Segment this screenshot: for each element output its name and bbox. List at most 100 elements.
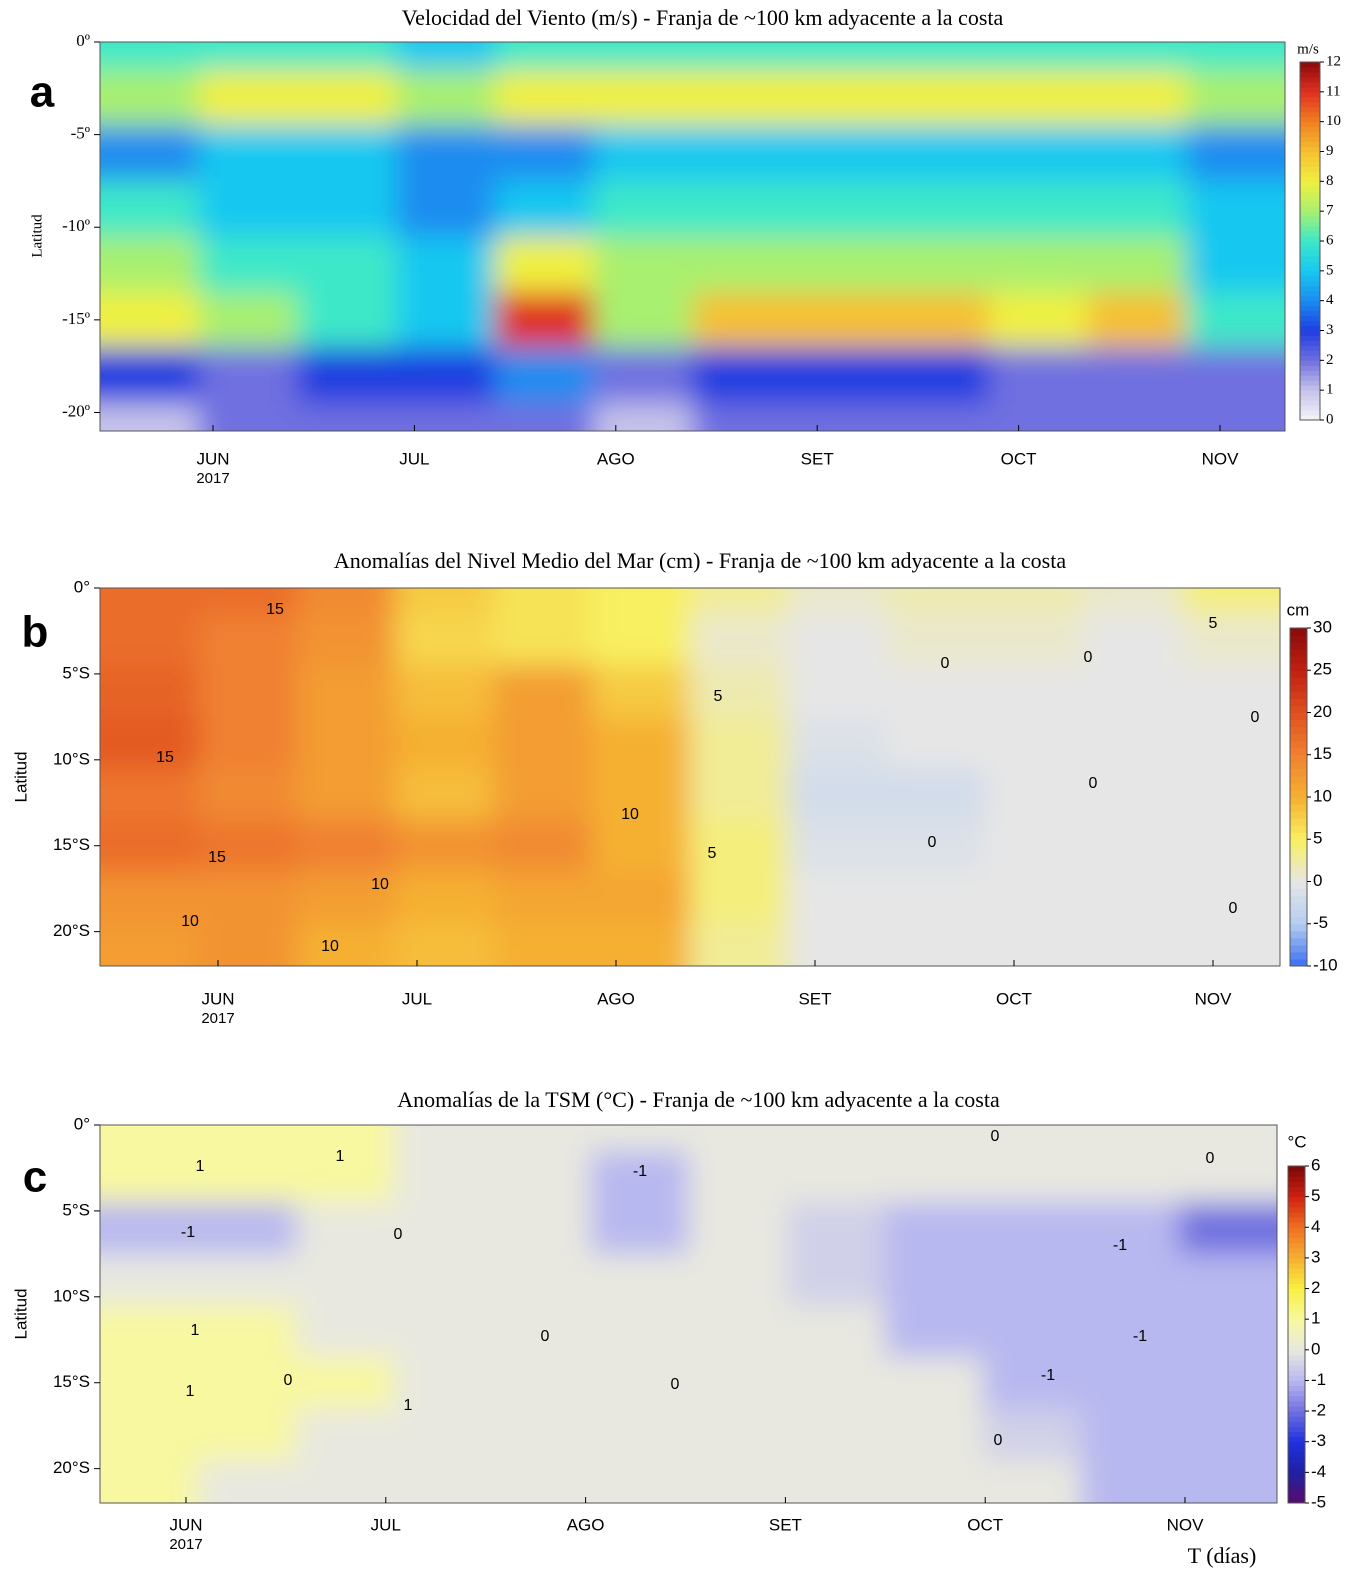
heat-cell — [1083, 819, 1183, 872]
colorbar-step — [1288, 1308, 1305, 1315]
heat-cell — [198, 347, 298, 404]
colorbar-step — [1288, 1257, 1305, 1264]
colorbar-step — [1290, 839, 1307, 847]
colorbar-step — [1290, 747, 1307, 756]
heat-cell — [690, 665, 789, 718]
heat-cell — [890, 125, 990, 182]
heat-cell — [198, 1125, 297, 1152]
heat-cell — [493, 613, 593, 666]
heat-cell — [297, 403, 397, 431]
colorbar-step — [1290, 775, 1307, 784]
colorbar-tick-label: 25 — [1313, 660, 1332, 679]
heat-cell — [1186, 347, 1285, 404]
heat-cell — [590, 1202, 689, 1255]
heat-cell — [1181, 871, 1280, 924]
heat-cell — [296, 923, 396, 966]
x-tick-label: JUN — [196, 449, 229, 468]
colorbar-step — [1288, 1339, 1305, 1346]
colorbar-step — [1290, 902, 1307, 911]
colorbar-step — [1288, 1472, 1305, 1478]
colorbar-step — [1300, 96, 1320, 103]
heat-cell — [1186, 42, 1285, 71]
heat-cell — [493, 768, 593, 821]
heat-cell — [788, 613, 888, 666]
colorbar-step — [1290, 733, 1307, 742]
colorbar-step — [1300, 201, 1320, 207]
heat-cell — [1080, 1408, 1180, 1461]
colorbar-step — [1288, 1293, 1305, 1300]
x-tick-label: AGO — [597, 449, 635, 468]
heat-cell — [786, 1125, 886, 1152]
colorbar-tick-label: 1 — [1311, 1309, 1320, 1328]
y-tick-label: 15°S — [53, 835, 90, 854]
colorbar-step — [1288, 1482, 1305, 1489]
heat-cell — [985, 665, 1084, 718]
heat-cell — [884, 1408, 984, 1461]
colorbar-step — [1300, 375, 1320, 381]
colorbar-step — [1288, 1436, 1305, 1443]
heat-cell — [590, 1408, 689, 1461]
colorbar-tick-label: -2 — [1311, 1401, 1326, 1420]
colorbar-step — [1288, 1421, 1305, 1427]
colorbar-step — [1290, 832, 1307, 840]
contour-label: 10 — [321, 938, 339, 955]
heat-cell — [394, 1460, 493, 1503]
colorbar-step — [1290, 881, 1307, 890]
heat-cell — [692, 69, 792, 126]
heat-cell — [396, 403, 496, 431]
heat-cell — [394, 1408, 493, 1461]
heat-cell — [688, 1408, 788, 1461]
heat-cell — [492, 1408, 591, 1461]
colorbar-step — [1288, 1314, 1305, 1320]
heat-cell — [886, 716, 986, 769]
heat-cell — [198, 1253, 297, 1306]
colorbar-step — [1288, 1497, 1305, 1504]
heat-cell — [590, 1150, 689, 1203]
colorbar-step — [1288, 1288, 1305, 1295]
heat-cell — [396, 125, 496, 182]
colorbar-step — [1300, 370, 1320, 376]
colorbar-step — [1290, 930, 1307, 939]
heat-cell — [395, 768, 494, 821]
colorbar-step — [1290, 951, 1307, 960]
colorbar-step — [1300, 385, 1320, 391]
heat-cell — [982, 1202, 1082, 1255]
heat-cell — [786, 1356, 886, 1409]
colorbar-tick-label: -5 — [1313, 913, 1328, 932]
heat-cell — [1181, 768, 1280, 821]
heat-cell — [1181, 819, 1280, 872]
heat-cell — [1087, 42, 1187, 71]
heat-cell — [1087, 69, 1187, 126]
contour-label: 0 — [941, 655, 950, 672]
colorbar-step — [1300, 76, 1320, 83]
colorbar-frame — [1287, 1165, 1306, 1504]
colorbar-step — [1300, 226, 1320, 232]
colorbar-step — [1300, 161, 1320, 167]
y-tick-label: -15º — [62, 309, 90, 328]
heat-cell — [395, 923, 494, 966]
heat-cell — [198, 180, 298, 237]
heat-cell — [100, 665, 199, 718]
colorbar-step — [1290, 684, 1307, 692]
heat-cell — [495, 292, 595, 349]
colorbar-step — [1300, 360, 1320, 366]
heat-cell — [394, 1150, 493, 1203]
colorbar-step — [1290, 642, 1307, 650]
colorbar-step — [1290, 691, 1307, 699]
colorbar-unit: °C — [1287, 1132, 1306, 1151]
heat-cell — [590, 1305, 689, 1358]
contour-label: 15 — [208, 849, 226, 866]
heat-cell — [1178, 1253, 1277, 1306]
heat-cell — [495, 125, 595, 182]
colorbar-step — [1300, 62, 1320, 68]
colorbar-step — [1300, 305, 1320, 312]
colorbar-step — [1300, 300, 1320, 307]
heat-cell — [297, 236, 397, 293]
heat-cell — [985, 923, 1084, 966]
heat-cell — [396, 347, 496, 404]
heat-cell — [296, 819, 396, 872]
heat-cell — [982, 1408, 1082, 1461]
heat-cell — [890, 180, 990, 237]
colorbar-tick-label: 1 — [1326, 382, 1334, 398]
